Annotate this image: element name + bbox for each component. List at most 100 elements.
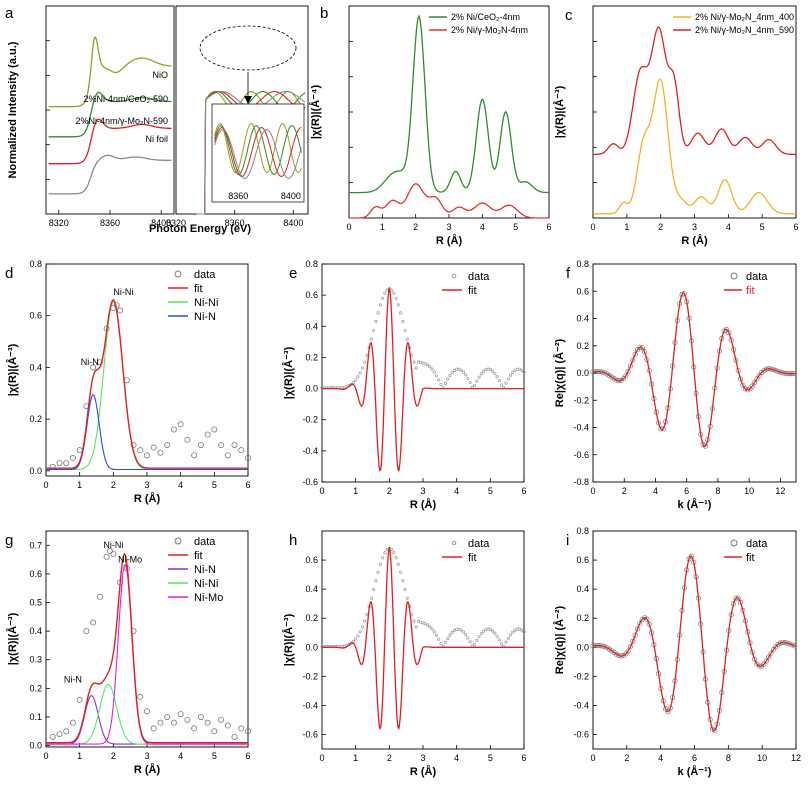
- y-tick-label: 0.4: [305, 584, 318, 594]
- x-tick-label: 8360: [225, 218, 245, 228]
- data-point: [520, 368, 524, 372]
- data-point: [745, 387, 751, 393]
- legend-label: fit: [746, 285, 755, 297]
- legend-label: fit: [194, 550, 203, 562]
- x-tick-label: 8: [726, 753, 731, 763]
- data-point: [363, 360, 367, 364]
- data-point: [450, 370, 454, 375]
- x-tick-label: 2: [387, 486, 392, 496]
- x-axis-label: R (Å): [134, 492, 161, 505]
- data-point: [688, 553, 694, 559]
- panel-label: g: [5, 532, 13, 549]
- data-point: [218, 441, 225, 448]
- x-tick-label: 1: [353, 486, 358, 496]
- x-tick-label: 4: [454, 753, 459, 763]
- peak-annotation: Ni-N: [64, 675, 82, 685]
- x-tick-label: 0: [590, 753, 595, 763]
- data-point: [396, 562, 400, 566]
- data-point: [123, 377, 130, 384]
- data-point: [356, 375, 360, 379]
- x-tick-label: 0: [590, 486, 595, 496]
- data-point: [464, 633, 468, 637]
- legend-label: fit: [194, 283, 203, 295]
- x-tick-label: 0: [319, 753, 324, 763]
- data-point: [405, 337, 409, 341]
- x-tick-label: 4: [178, 751, 183, 761]
- data-point: [401, 579, 405, 583]
- y-tick-label: 0.6: [576, 555, 589, 565]
- y-tick-label: 0.8: [576, 259, 589, 269]
- y-axis-label: |χ(R)|(Å⁻³): [553, 85, 566, 138]
- x-tick-label: 2: [624, 753, 629, 763]
- plot-frame: [321, 530, 525, 750]
- data-point: [446, 636, 450, 641]
- y-tick-label: 0.8: [576, 526, 589, 536]
- curve-label: NiO: [153, 70, 169, 80]
- legend-label: Ni-Ni: [194, 578, 218, 590]
- data-point: [500, 383, 504, 387]
- inset-x-tick-label: 8360: [228, 191, 248, 201]
- y-tick-label: -0.8: [573, 477, 589, 487]
- y-tick-label: 0.2: [305, 352, 318, 362]
- data-point: [432, 370, 436, 374]
- data-point: [627, 644, 634, 650]
- series-line: [593, 78, 796, 215]
- panel-b: b 0 1 2 3 4 5 6 R (Å) |χ(R)|(Å⁻⁴) 2% Ni/CeO₂-4nm 2%…: [309, 5, 552, 247]
- data-point: [358, 630, 362, 634]
- data-point: [495, 634, 499, 638]
- legend-label: fit: [468, 552, 477, 564]
- data-point: [383, 291, 387, 295]
- data-point: [76, 447, 83, 454]
- data-point: [170, 719, 177, 726]
- data-point: [63, 460, 70, 467]
- data-point: [437, 378, 441, 382]
- data-point: [412, 360, 416, 364]
- x-tick-label: 2: [111, 751, 116, 761]
- data-point: [369, 337, 373, 341]
- y-tick-label: -0.2: [302, 671, 318, 681]
- data-point: [412, 619, 416, 623]
- data-point: [761, 367, 767, 373]
- data-point: [602, 644, 608, 650]
- data-point: [439, 641, 443, 645]
- x-tick-label: 6: [684, 486, 689, 496]
- x-tick-label: 2: [413, 222, 418, 232]
- panel-label: h: [289, 532, 297, 549]
- inset-line: [214, 126, 302, 178]
- data-point: [399, 570, 403, 574]
- data-point: [204, 431, 211, 438]
- spectrum-line: [48, 118, 172, 165]
- x-tick-label: 2: [622, 486, 627, 496]
- data-point: [646, 621, 652, 627]
- data-point: [520, 628, 524, 632]
- data-point: [508, 373, 513, 377]
- x-tick-label: 0: [590, 222, 595, 232]
- data-point: [378, 303, 382, 307]
- data-point: [224, 722, 231, 729]
- y-tick-label: -0.4: [302, 700, 318, 710]
- data-point: [365, 612, 369, 616]
- data-point: [432, 630, 436, 634]
- legend-marker: [451, 540, 457, 546]
- data-point: [443, 381, 447, 385]
- data-point: [204, 719, 211, 726]
- peak-annotation: Ni-Ni: [113, 287, 133, 297]
- data-point: [363, 619, 367, 623]
- data-point: [49, 733, 56, 740]
- x-tick-label: 4: [454, 486, 459, 496]
- data-point: [763, 658, 769, 664]
- y-axis-label: Re|χ(q)| (Å⁻²): [553, 605, 566, 674]
- data-point: [630, 357, 636, 363]
- data-point: [414, 366, 418, 370]
- data-point: [641, 349, 648, 355]
- data-point: [376, 570, 380, 574]
- y-tick-label: -0.4: [573, 423, 589, 433]
- y-tick-label: 0.6: [576, 286, 589, 296]
- y-tick-label: -0.4: [573, 700, 589, 710]
- y-tick-label: 0.2: [576, 613, 589, 623]
- legend-label: 2% Ni/γ-Mo₂N-4nm: [451, 25, 528, 35]
- data-point: [437, 637, 441, 641]
- data-point: [63, 728, 70, 735]
- x-tick-label: 6: [692, 753, 697, 763]
